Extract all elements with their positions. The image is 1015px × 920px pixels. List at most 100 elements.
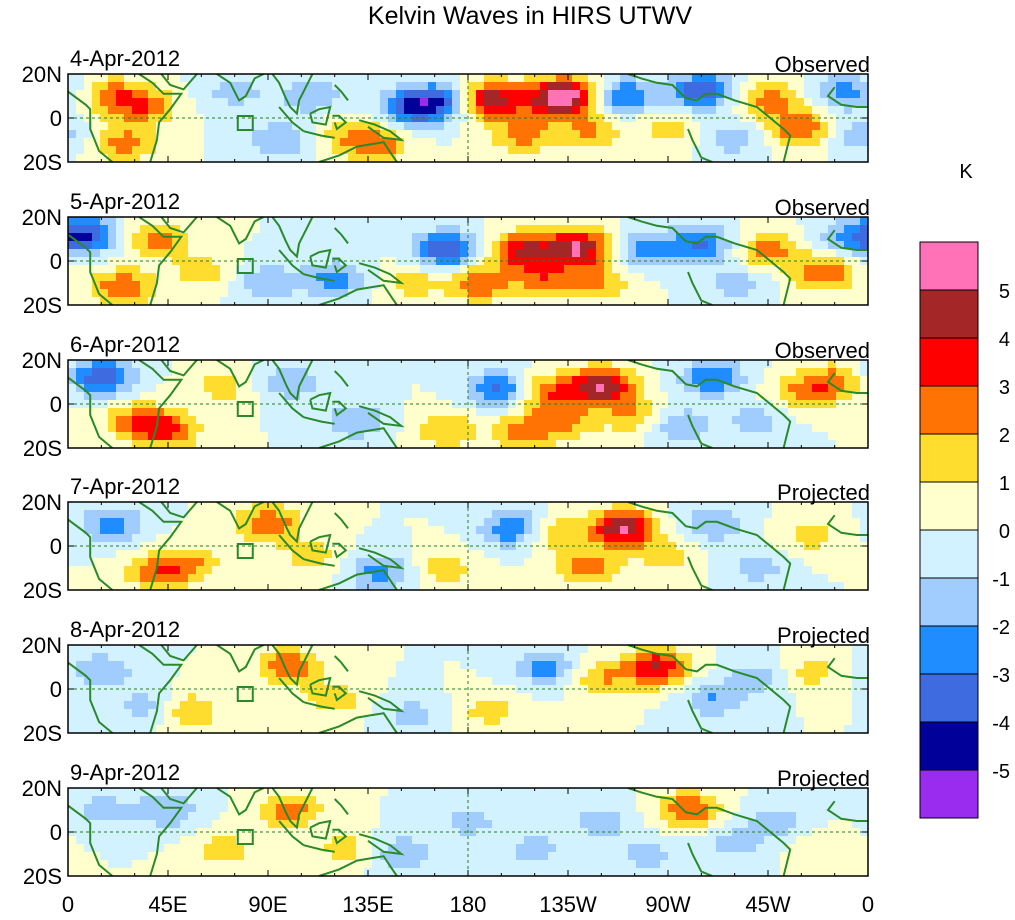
field-cell [580,289,589,298]
field-cell [204,725,213,733]
field-cell [692,416,701,425]
field-cell [812,432,821,441]
field-cell [396,289,405,298]
field-cell [772,574,781,583]
field-cell [196,653,205,662]
field-cell [732,534,741,543]
field-cell [764,534,773,543]
field-cell [724,273,733,282]
field-cell [484,130,493,139]
field-cell [844,558,853,567]
coastline-path [271,502,314,544]
field-cell [676,146,685,155]
field-cell [596,360,605,369]
field-cell [220,146,229,155]
field-cell [820,582,829,590]
field-cell [140,717,149,726]
field-cell [796,582,805,590]
field-cell [244,526,253,535]
field-cell [156,233,165,242]
field-cell [140,566,149,575]
field-cell [828,408,837,417]
field-cell [484,233,493,242]
field-cell [708,368,717,377]
field-cell [836,217,845,226]
field-cell [596,122,605,131]
field-cell [436,82,445,91]
field-cell [724,534,733,543]
field-cell [404,265,413,274]
field-cell [68,558,77,567]
coastline-path [333,370,349,388]
field-cell [260,518,269,527]
field-cell [668,416,677,425]
field-cell [772,122,781,131]
coastlines [68,360,868,448]
field-cell [772,233,781,242]
field-cell [556,384,565,393]
field-cell [260,289,269,298]
field-cell [156,82,165,91]
field-cell [684,154,693,162]
field-cell [612,582,621,590]
field-cell [212,146,221,155]
field-cell [716,122,725,131]
field-cell [572,408,581,417]
field-cell [564,225,573,234]
field-cell [228,534,237,543]
field-cell [684,106,693,115]
field-cell [292,368,301,377]
field-cell [524,297,533,305]
field-cell [92,518,101,527]
field-cell [652,534,661,543]
field-cell [412,550,421,559]
field-cell [524,265,533,274]
field-cell [604,225,613,234]
field-cell [692,368,701,377]
field-cell [652,432,661,441]
field-cell [692,225,701,234]
field-cell [716,574,725,583]
field-cell [716,265,725,274]
field-cell [212,542,221,551]
field-cell [316,558,325,567]
field-cell [572,217,581,226]
field-cell [388,534,397,543]
field-cell [652,582,661,590]
field-cell [652,360,661,369]
field-cell [684,510,693,519]
field-cell [740,566,749,575]
field-cell [540,416,549,425]
field-cell [84,249,93,258]
field-cell [252,574,261,583]
field-cell [132,82,141,91]
field-cell [684,90,693,99]
field-cell [204,518,213,527]
field-cell [764,376,773,385]
field-cell [68,416,77,425]
field-cell [228,416,237,425]
field-cell [508,130,517,139]
field-cell [764,558,773,567]
field-cell [180,392,189,401]
field-cell [772,534,781,543]
field-cell [436,249,445,258]
field-cell [236,685,245,694]
field-cell [364,241,373,250]
field-cell [588,574,597,583]
field-cell [84,669,93,678]
field-cell [436,265,445,274]
field-cell [300,82,309,91]
field-cell [532,384,541,393]
panel-date: 7-Apr-2012 [70,474,180,499]
field-cell [252,534,261,543]
field-cell [164,424,173,433]
field-cell [660,90,669,99]
field-cell [188,574,197,583]
field-cell [156,424,165,433]
field-cell [652,424,661,433]
field-cell [652,241,661,250]
field-cell [676,249,685,258]
field-cell [844,360,853,369]
field-cell [348,154,357,162]
